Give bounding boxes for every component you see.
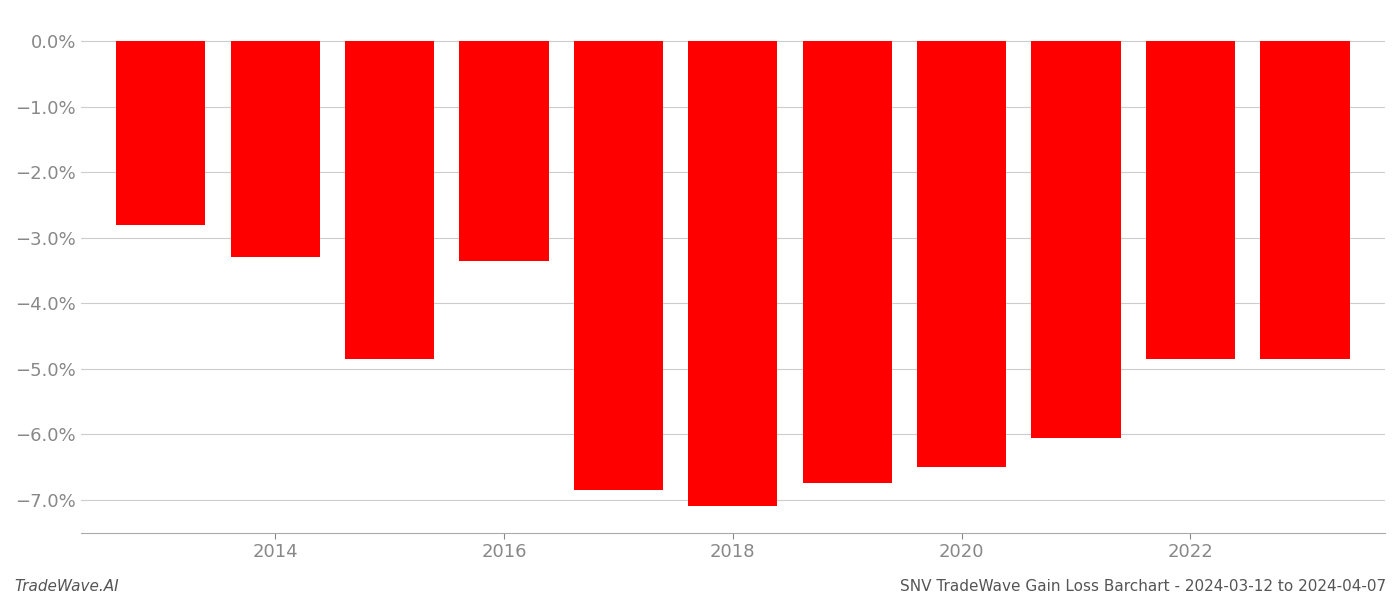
Bar xyxy=(1260,41,1350,359)
Text: SNV TradeWave Gain Loss Barchart - 2024-03-12 to 2024-04-07: SNV TradeWave Gain Loss Barchart - 2024-… xyxy=(900,579,1386,594)
Bar xyxy=(802,41,892,484)
Bar xyxy=(231,41,319,257)
Text: TradeWave.AI: TradeWave.AI xyxy=(14,579,119,594)
Bar xyxy=(116,41,206,224)
Bar xyxy=(917,41,1007,467)
Bar xyxy=(344,41,434,359)
Bar xyxy=(1032,41,1120,437)
Bar xyxy=(1145,41,1235,359)
Bar xyxy=(574,41,664,490)
Bar xyxy=(689,41,777,506)
Bar xyxy=(459,41,549,260)
